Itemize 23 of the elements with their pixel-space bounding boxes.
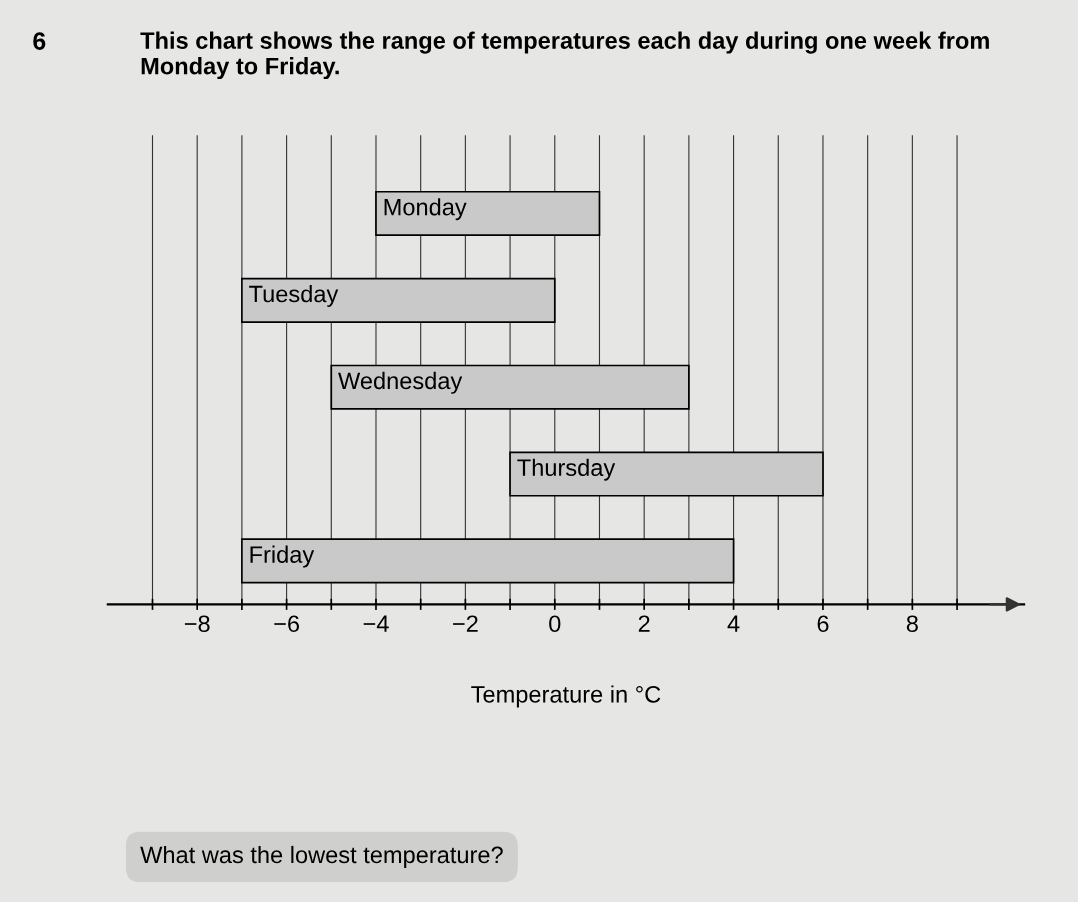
- x-tick-label: −2: [453, 615, 478, 632]
- x-tick-label: 0: [549, 615, 561, 633]
- x-tick-label: 8: [906, 615, 918, 633]
- text: What was the lowest temperature?: [140, 845, 503, 868]
- bar: [241, 538, 735, 584]
- text: 6: [33, 32, 46, 50]
- x-tick-label: −4: [363, 615, 389, 632]
- bar: [330, 364, 690, 410]
- y-tick-label: Thursday: [517, 458, 616, 481]
- y-tick-label: Friday: [250, 545, 315, 568]
- x-tick-label: 2: [638, 615, 650, 632]
- x-tick-label: −8: [184, 615, 210, 633]
- bar: [509, 451, 824, 497]
- bar: [241, 277, 556, 323]
- x-axis-title: Temperature in °C: [471, 685, 661, 708]
- x-tick-label: −6: [274, 615, 300, 633]
- y-tick-label: Tuesday: [249, 284, 339, 307]
- chart-title: This chart shows the range of temperatures each day during one week from Monday to Friday.: [140, 31, 989, 80]
- x-tick-label: 4: [727, 615, 740, 632]
- y-tick-label: Wednesday: [338, 371, 463, 394]
- y-tick-label: Monday: [384, 198, 467, 221]
- bar: [375, 190, 601, 237]
- x-tick-label: 6: [817, 615, 829, 633]
